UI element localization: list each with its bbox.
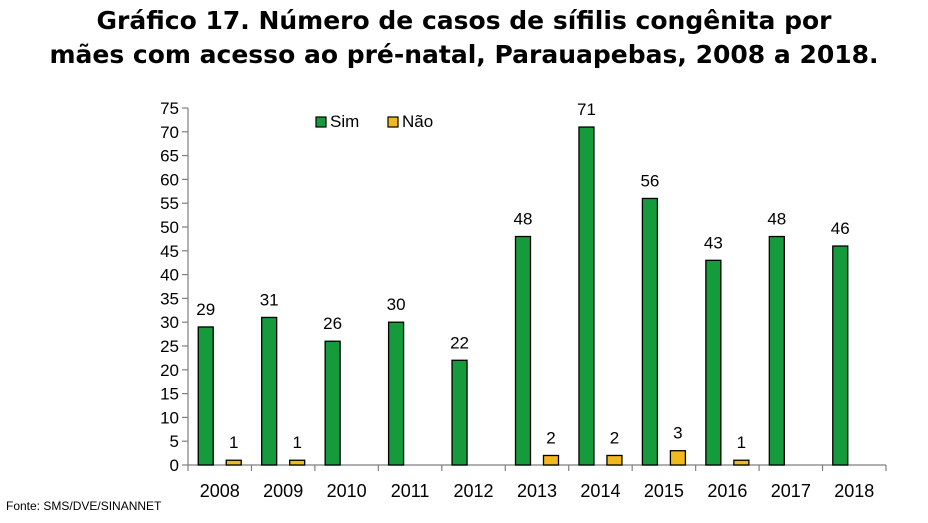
data-label: 2 [546, 428, 555, 447]
bar-sim [324, 340, 341, 466]
x-tick-label: 2015 [644, 481, 684, 501]
chart-title-line-1: Gráfico 17. Número de casos de sífilis c… [96, 6, 832, 35]
bar-sim [261, 316, 278, 466]
x-tick-label: 2018 [834, 481, 874, 501]
x-tick-label: 2008 [200, 481, 240, 501]
bar-sim [514, 235, 532, 466]
y-tick-label: 35 [160, 289, 179, 308]
x-tick-label: 2016 [707, 481, 747, 501]
chart-title-line-2: mães com acesso ao pré-natal, Parauapeba… [49, 40, 879, 69]
data-label: 48 [767, 210, 786, 229]
bar-sim [705, 259, 722, 466]
y-tick-label: 0 [170, 456, 179, 475]
data-label: 1 [737, 433, 746, 452]
y-tick-label: 40 [160, 266, 179, 285]
x-tick-label: 2011 [391, 481, 430, 501]
y-tick-label: 45 [160, 242, 179, 261]
y-tick-label: 75 [160, 99, 179, 118]
y-tick-label: 20 [160, 361, 179, 380]
bar-sim [578, 126, 595, 466]
y-tick-label: 25 [160, 337, 179, 356]
data-label: 71 [577, 100, 596, 119]
bar-nao [606, 454, 623, 466]
bar-sim [451, 359, 468, 466]
data-label: 1 [229, 433, 238, 452]
legend-swatch-nao [387, 116, 399, 128]
bar-sim [768, 235, 785, 466]
legend-label-nao: Não [402, 112, 433, 131]
legend-swatch-sim [315, 116, 327, 128]
data-label: 2 [610, 428, 619, 447]
bar-nao [669, 450, 687, 466]
data-label: 29 [196, 300, 215, 319]
y-tick-label: 15 [160, 385, 179, 404]
y-tick-label: 55 [160, 194, 179, 213]
y-tick-label: 10 [160, 408, 179, 427]
data-label: 22 [450, 333, 469, 352]
bar-sim [387, 321, 405, 466]
y-tick-label: 65 [160, 147, 179, 166]
bar-nao [289, 459, 306, 466]
x-tick-label: 2009 [263, 481, 303, 501]
x-tick-label: 2010 [327, 481, 367, 501]
bar-nao [733, 459, 750, 466]
data-label: 56 [640, 171, 659, 190]
data-label: 30 [387, 295, 406, 314]
y-tick-label: 60 [160, 170, 179, 189]
x-tick-label: 2012 [454, 481, 494, 501]
y-tick-label: 30 [160, 313, 179, 332]
data-label: 26 [323, 314, 342, 333]
bar-nao [225, 459, 242, 466]
bar-sim [832, 245, 849, 466]
x-tick-label: 2013 [517, 481, 557, 501]
bar-sim [641, 197, 659, 466]
bar-sim [197, 326, 214, 466]
y-tick-label: 5 [170, 432, 179, 451]
y-tick-label: 50 [160, 218, 179, 237]
data-label: 46 [831, 219, 850, 238]
data-label: 31 [260, 290, 279, 309]
data-label: 48 [514, 210, 533, 229]
bar-nao [542, 454, 560, 466]
data-label: 3 [673, 424, 682, 443]
legend-label-sim: Sim [330, 112, 359, 131]
data-label: 43 [704, 233, 723, 252]
x-tick-label: 2017 [771, 481, 811, 501]
data-label: 1 [292, 433, 301, 452]
y-tick-label: 70 [160, 123, 179, 142]
x-tick-label: 2014 [580, 481, 620, 501]
source-note: Fonte: SMS/DVE/SINANNET [6, 499, 162, 513]
